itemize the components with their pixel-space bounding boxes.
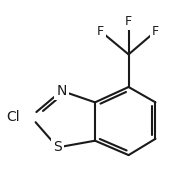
Text: S: S [53, 140, 62, 154]
Text: Cl: Cl [7, 110, 20, 124]
Text: F: F [125, 15, 132, 28]
Text: F: F [97, 25, 104, 38]
Text: F: F [152, 25, 159, 38]
Text: N: N [56, 84, 67, 98]
